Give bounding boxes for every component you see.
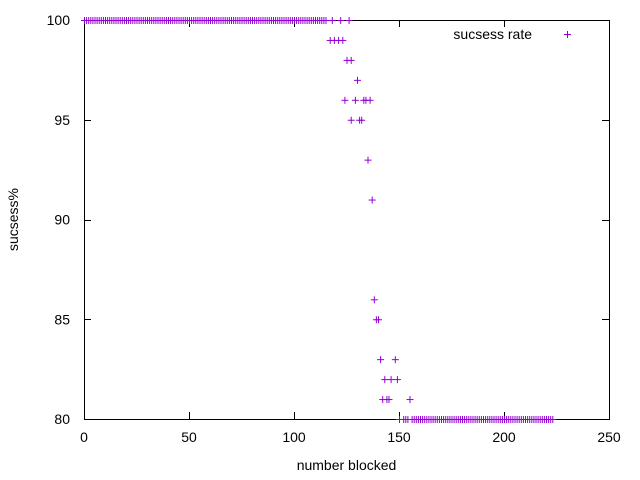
legend-marker [564,31,571,38]
legend: sucsess rate [453,26,571,42]
legend-label: sucsess rate [453,26,532,42]
data-point [391,356,399,364]
data-point [339,36,347,44]
x-axis-label: number blocked [297,457,397,473]
x-tick-label: 250 [597,429,621,445]
x-tick-label: 50 [181,429,197,445]
y-tick-label: 95 [54,112,70,128]
data-point [368,196,376,204]
data-point [393,376,401,384]
data-point [364,156,372,164]
data-point [549,416,557,423]
y-axis: 80 85 90 95 100 [47,12,609,427]
data-point [358,116,366,124]
data-point [341,96,349,104]
x-tick-label: 150 [387,429,411,445]
y-tick-label: 90 [54,212,70,228]
x-tick-label: 100 [282,429,306,445]
y-tick-label: 85 [54,311,70,327]
y-axis-label: sucsess% [5,188,21,251]
data-point [387,376,395,384]
data-point [328,17,336,24]
data-point [370,296,378,304]
data-point [354,76,361,84]
series-points [81,17,557,423]
data-point [381,376,389,384]
data-point [375,316,382,324]
data-point [385,396,393,404]
plot-frame [84,20,610,420]
x-tick-label: 200 [492,429,516,445]
data-point [366,96,374,104]
data-point [351,96,359,104]
data-point [347,56,355,64]
data-point [337,17,345,24]
y-tick-label: 100 [47,12,71,28]
y-tick-label: 80 [54,411,70,427]
data-point [347,116,355,124]
x-tick-label: 0 [80,429,88,445]
data-point [406,396,414,404]
x-axis: 0 50 100 150 200 250 [80,20,621,445]
data-point [322,17,330,24]
data-point [345,17,353,24]
data-point [377,356,385,364]
